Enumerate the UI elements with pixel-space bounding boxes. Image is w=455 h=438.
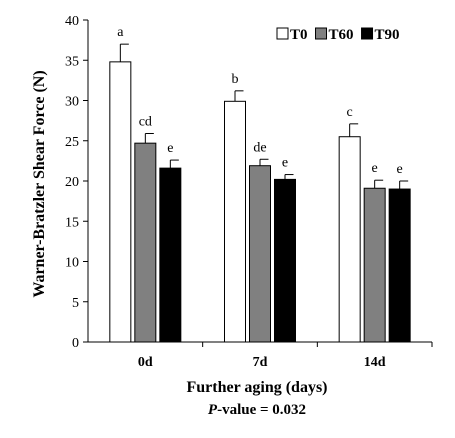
bar-T60-14d [363, 187, 386, 343]
y-tick-label: 10 [65, 256, 79, 271]
p-value-text: P-value = 0.032 [208, 402, 306, 418]
y-axis-ticks: 0 5 10 15 20 25 30 35 40 [65, 14, 88, 351]
bar-T0-14d [338, 136, 361, 343]
bar-T60-0d [134, 142, 157, 343]
significance-letter: cd [139, 115, 152, 130]
axes [87, 20, 432, 343]
significance-letter: c [347, 105, 353, 120]
bar-T90-7d [274, 178, 296, 343]
legend: T0 T60 T90 [276, 27, 400, 43]
significance-letter: e [372, 161, 378, 176]
x-axis-tick-labels: 0d 7d 14d [138, 342, 433, 370]
y-tick-label: 0 [72, 336, 79, 351]
significance-letter: e [167, 141, 173, 156]
bar-T90-0d [159, 167, 182, 343]
legend-swatch-T0 [276, 27, 289, 40]
y-tick-label: 25 [65, 135, 79, 150]
y-tick-label: 35 [65, 54, 79, 69]
significance-letter: a [117, 25, 124, 40]
x-tick-label-0d: 0d [138, 355, 153, 370]
significance-letter: b [232, 72, 239, 87]
legend-label-T0: T0 [290, 27, 308, 43]
p-value-prefix: P [208, 402, 218, 418]
significance-letter: e [397, 162, 403, 177]
y-tick-label: 5 [72, 296, 79, 311]
x-axis-title: Further aging (days) [186, 379, 327, 396]
legend-label-T60: T60 [329, 27, 354, 43]
p-value-suffix: -value = 0.032 [217, 402, 306, 418]
y-tick-label: 15 [65, 215, 79, 230]
legend-swatch-T90 [361, 27, 374, 40]
x-tick-label-7d: 7d [253, 355, 268, 370]
y-tick-label: 30 [65, 95, 79, 110]
legend-swatch-T60 [315, 27, 328, 40]
x-tick-label-14d: 14d [364, 355, 386, 370]
bar-T0-7d [224, 100, 246, 343]
bar-T0-0d [109, 61, 132, 343]
bar-T90-14d [388, 188, 411, 343]
bar-T60-7d [249, 165, 271, 343]
significance-letter: de [253, 140, 266, 155]
legend-label-T90: T90 [375, 27, 400, 43]
significance-letter: e [282, 156, 288, 171]
y-axis-title: Warner-Bratzler Shear Force (N) [31, 70, 48, 297]
y-tick-label: 20 [65, 175, 79, 190]
y-tick-label: 40 [65, 14, 79, 29]
